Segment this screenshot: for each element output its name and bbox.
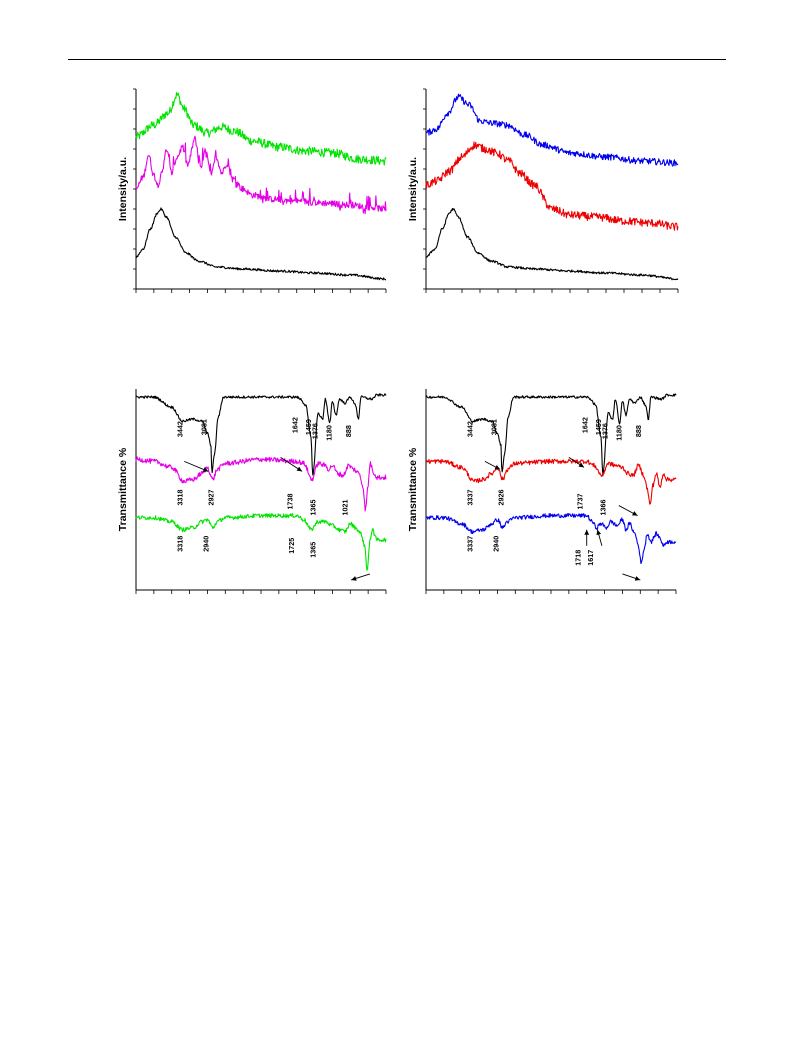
xrd-right-chart: Intensity/a.u.	[407, 88, 679, 293]
peak-label: 1021	[341, 500, 350, 516]
series-bot-line	[425, 208, 679, 281]
peak-label: 2940	[491, 536, 500, 552]
peak-label: 1376	[310, 423, 319, 439]
peak-label: 1180	[615, 425, 624, 441]
header-rule	[68, 59, 726, 60]
peak-label: 1642	[291, 417, 300, 433]
series-top-line	[425, 93, 679, 167]
arrow-head	[596, 529, 602, 536]
peak-label: 3442	[465, 421, 474, 437]
peak-label: 2940	[201, 536, 210, 552]
peak-label: 1718	[573, 550, 582, 566]
peak-label: 888	[634, 425, 643, 437]
peak-label: 1617	[586, 550, 595, 566]
series-bot-line	[425, 513, 677, 565]
peak-label: 888	[344, 425, 353, 437]
arrow-head	[296, 466, 303, 472]
series-top-line	[425, 393, 677, 477]
peak-label: 1365	[308, 500, 317, 516]
series-bot-line	[135, 207, 387, 281]
y-axis-label: Transmittance %	[117, 447, 129, 531]
peak-label: 1180	[325, 425, 334, 441]
peak-label: 2926	[497, 490, 506, 506]
peak-label: 3081	[490, 419, 499, 435]
peak-label: 3081	[200, 419, 209, 435]
arrow-head	[632, 511, 638, 516]
peak-label: 1642	[581, 417, 590, 433]
peak-label: 1366	[598, 500, 607, 516]
peak-label: 3337	[465, 490, 474, 506]
arrow-head	[634, 576, 641, 581]
peak-label: 1365	[308, 542, 317, 558]
series-top-line	[135, 92, 387, 166]
peak-label: 3318	[175, 536, 184, 552]
arrow-head	[578, 462, 585, 468]
peak-label: 1459	[304, 419, 313, 435]
peak-label: 1738	[285, 494, 294, 510]
y-axis-label: Intensity/a.u.	[407, 157, 419, 221]
peak-label: 1725	[287, 538, 296, 554]
peak-label: 3337	[465, 536, 474, 552]
arrow-head	[584, 529, 590, 535]
peak-label: 3318	[175, 490, 184, 506]
arrow-head	[494, 464, 501, 470]
peak-label: 3442	[175, 421, 184, 437]
series-bot-line	[135, 513, 387, 571]
series-mid-line	[425, 458, 677, 505]
peak-label: 1459	[594, 419, 603, 435]
arrow-head	[351, 576, 357, 581]
xrd-left-chart: Intensity/a.u.	[117, 88, 387, 293]
series-mid-line	[135, 456, 387, 512]
series-mid-line	[425, 141, 679, 231]
arrow-head	[202, 467, 209, 472]
peak-label: 1737	[575, 494, 584, 510]
y-axis-label: Intensity/a.u.	[117, 157, 129, 221]
series-top-line	[135, 393, 387, 476]
peak-label: 1376	[600, 423, 609, 439]
y-axis-label: Transmittance %	[407, 447, 419, 531]
peak-label: 2927	[207, 490, 216, 506]
series-mid-line	[135, 135, 387, 215]
